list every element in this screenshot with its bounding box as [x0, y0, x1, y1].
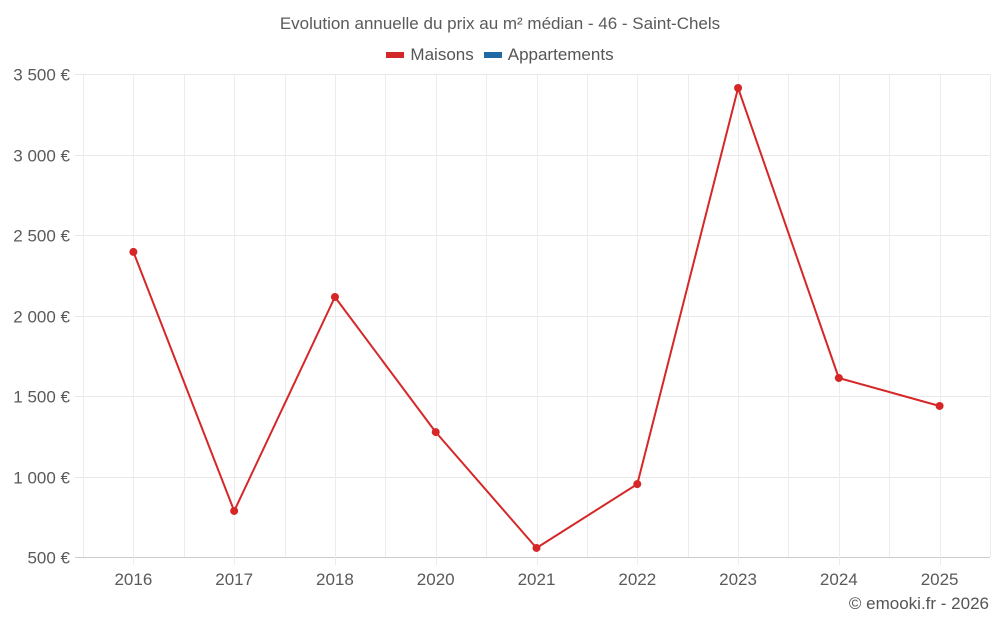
data-point[interactable] — [834, 373, 843, 382]
data-point[interactable] — [129, 247, 138, 256]
data-point[interactable] — [734, 84, 743, 93]
data-point[interactable] — [633, 480, 642, 489]
y-axis: 500 € 1 000 € 1 500 € 2 000 € 2 500 € 3 000 €… — [13, 66, 70, 568]
x-axis: 2016 2017 2018 2020 2021 2022 2023 2024 2025 — [114, 570, 958, 589]
y-tick-label: 3 500 € — [13, 66, 70, 85]
x-tick-label: 2017 — [215, 570, 253, 589]
y-tick-label: 2 500 € — [13, 227, 70, 246]
legend-item-maisons[interactable]: Maisons — [386, 45, 474, 65]
data-point[interactable] — [431, 428, 440, 437]
x-tick-label: 2018 — [316, 570, 354, 589]
x-tick-label: 2025 — [921, 570, 959, 589]
maisons-swatch-icon — [386, 52, 405, 58]
appartements-swatch-icon — [483, 52, 502, 58]
legend: Maisons Appartements — [0, 45, 1000, 65]
x-tick-label: 2020 — [417, 570, 455, 589]
y-tick-label: 1 500 € — [13, 388, 70, 407]
legend-item-appartements[interactable]: Appartements — [483, 45, 614, 65]
y-tick-label: 3 000 € — [13, 147, 70, 166]
x-tick-label: 2021 — [518, 570, 556, 589]
data-point[interactable] — [330, 292, 339, 301]
x-tick-label: 2023 — [719, 570, 757, 589]
legend-label-appartements: Appartements — [507, 45, 614, 64]
y-tick-label: 1 000 € — [13, 469, 70, 488]
x-tick-label: 2022 — [618, 570, 656, 589]
y-tick-label: 500 € — [27, 549, 70, 568]
data-point[interactable] — [532, 543, 541, 552]
credit-text: © emooki.fr - 2026 — [848, 594, 989, 613]
chart-title: Evolution annuelle du prix au m² médian … — [279, 14, 721, 33]
legend-label-maisons: Maisons — [410, 45, 474, 64]
data-point[interactable] — [935, 401, 944, 410]
grid-lines — [75, 74, 991, 565]
data-point[interactable] — [230, 506, 239, 515]
x-tick-label: 2024 — [820, 570, 858, 589]
y-tick-label: 2 000 € — [13, 308, 70, 327]
x-tick-label: 2016 — [114, 570, 152, 589]
series-maisons — [129, 84, 944, 552]
series-line — [132, 87, 940, 549]
